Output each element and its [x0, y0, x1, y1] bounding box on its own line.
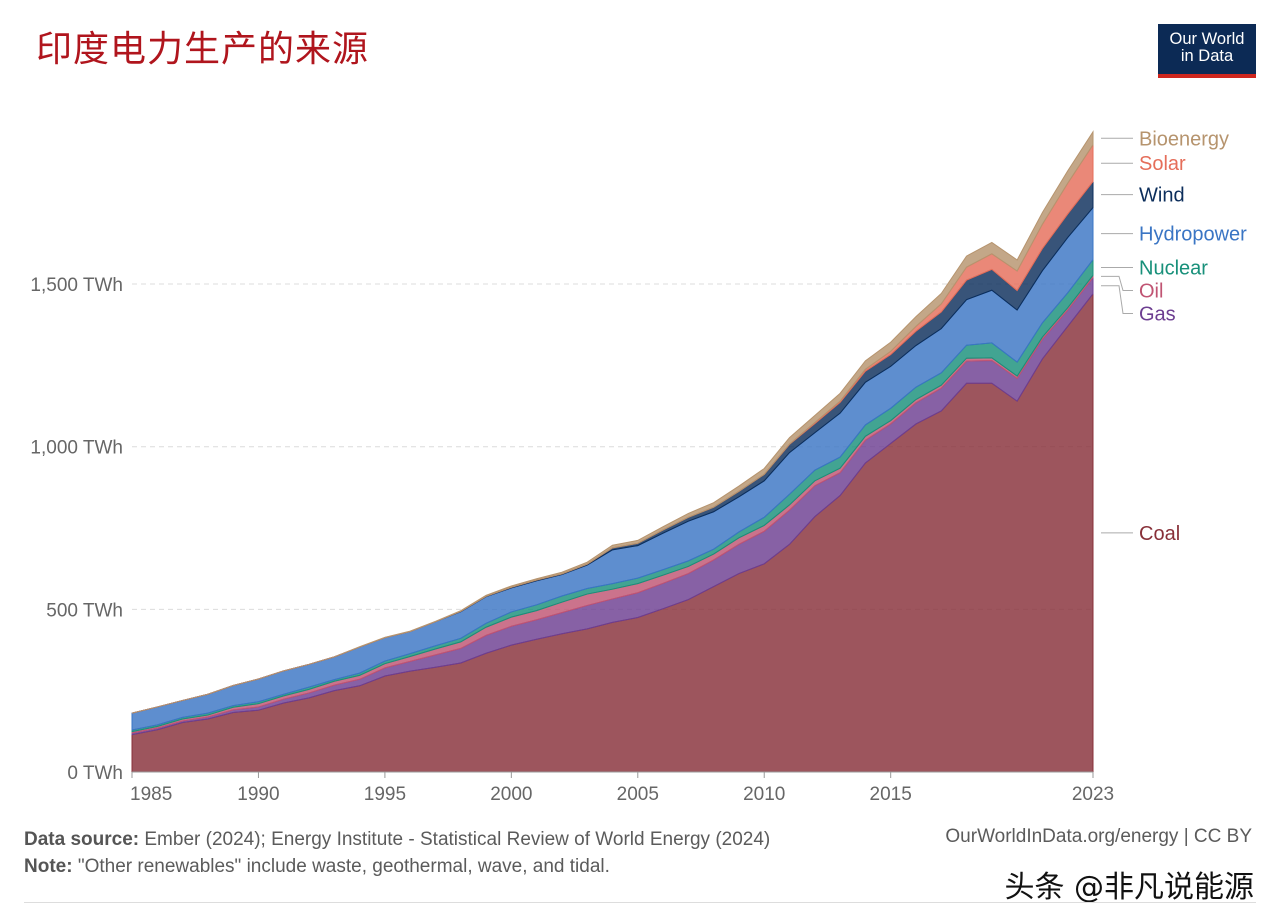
legend-label-nuclear[interactable]: Nuclear [1139, 257, 1208, 279]
legend-label-oil[interactable]: Oil [1139, 280, 1163, 302]
y-tick-label: 1,500 TWh [30, 275, 123, 296]
x-tick-label: 1990 [237, 784, 279, 805]
legend-label-gas[interactable]: Gas [1139, 303, 1176, 325]
legend: Bioenergy Solar Wind Hydropower NuclearOilGa… [1101, 128, 1247, 545]
y-tick-label: 500 TWh [46, 600, 123, 621]
area-chart: 1985 1990 1995 2000 2005 2010 2015 2023 0 TWh 50… [30, 128, 1247, 805]
footer-notes: Data source: Ember (2024); Energy Instit… [24, 826, 770, 880]
source-text: Ember (2024); Energy Institute - Statist… [139, 829, 771, 850]
logo-line-1: Our World [1169, 30, 1245, 48]
legend-label-hydropower[interactable]: Hydropower [1139, 224, 1247, 246]
legend-label-bioenergy[interactable]: Bioenergy [1139, 128, 1229, 150]
area-series [131, 130, 1094, 773]
area-bioenergy[interactable] [131, 130, 1094, 714]
legend-label-coal[interactable]: Coal [1139, 523, 1180, 545]
chart-title: 印度电力生产的来源 [36, 29, 370, 70]
source-label: Data source: [24, 829, 140, 850]
note-text: "Other renewables" include waste, geothe… [72, 856, 610, 877]
legend-connector [1101, 275, 1133, 291]
x-axis: 1985 1990 1995 2000 2005 2010 2015 2023 [130, 771, 1114, 805]
y-axis: 0 TWh 500 TWh 1,000 TWh 1,500 TWh [30, 275, 123, 784]
x-tick-label: 1985 [130, 784, 172, 805]
owid-logo[interactable]: Our World in Data [1158, 24, 1256, 78]
bottom-divider [24, 902, 1256, 903]
logo-line-2: in Data [1180, 47, 1234, 65]
x-tick-label: 2023 [1072, 784, 1114, 805]
x-tick-label: 1995 [364, 784, 406, 805]
legend-connector [1101, 285, 1133, 314]
footer-link[interactable]: OurWorldInData.org/energy | CC BY [945, 826, 1252, 847]
y-tick-label: 0 TWh [67, 763, 123, 784]
x-tick-label: 2000 [490, 784, 532, 805]
legend-label-wind[interactable]: Wind [1139, 185, 1185, 207]
y-tick-label: 1,000 TWh [30, 438, 123, 459]
x-tick-label: 2010 [743, 784, 785, 805]
x-tick-label: 2005 [617, 784, 659, 805]
x-tick-label: 2015 [870, 784, 912, 805]
watermark: 头条 @非凡说能源 [1004, 870, 1254, 905]
note-label: Note: [24, 856, 73, 877]
legend-label-solar[interactable]: Solar [1139, 153, 1186, 175]
